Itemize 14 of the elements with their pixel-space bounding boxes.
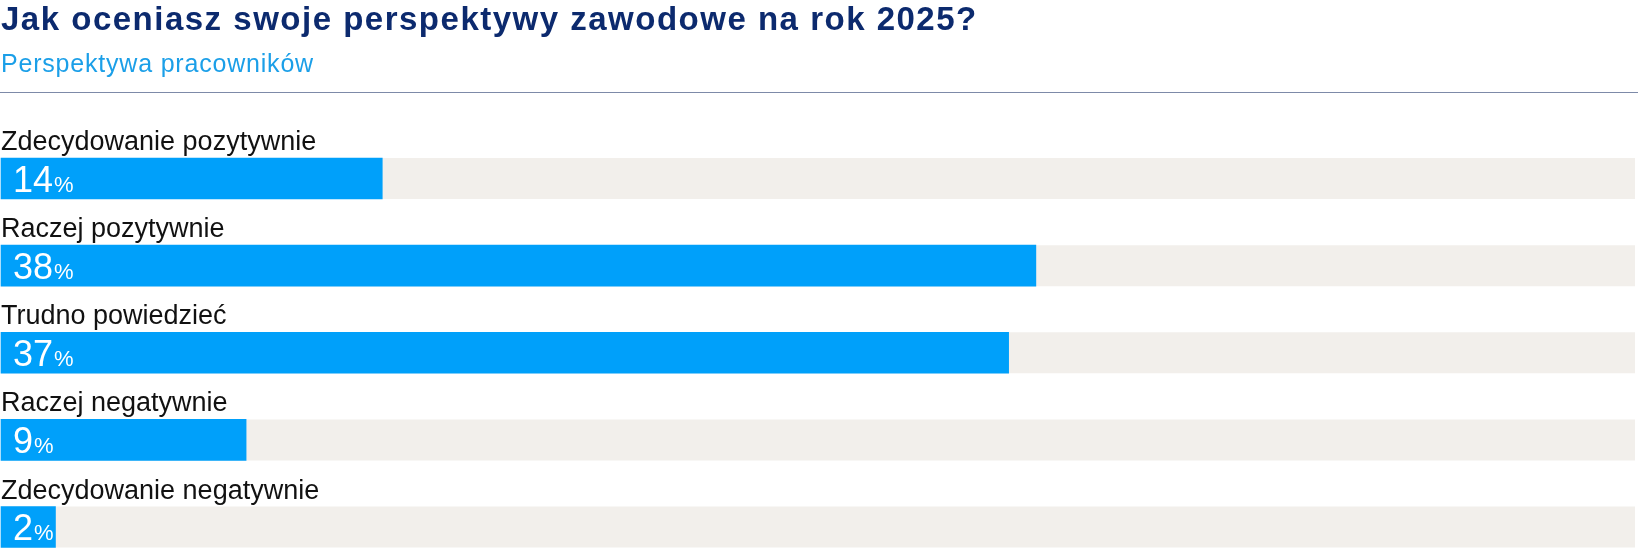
bar [0,419,247,461]
y-tick-label: Zdecydowanie negatywnie [1,474,320,505]
y-tick-label: Zdecydowanie pozytywnie [1,126,317,156]
y-tick-label: Trudno powiedzieć [1,300,227,331]
y-tick-label: Raczej negatywnie [1,387,228,418]
chart-subtitle: Perspektywa pracowników [1,49,314,77]
data-label: 38% [13,245,74,287]
data-label: 9% [13,419,54,461]
bar [0,157,383,200]
data-label: 14% [13,158,74,200]
y-tick-label: Raczej pozytywnie [1,213,225,244]
data-label: 37% [13,332,74,374]
data-label: 2% [13,507,54,548]
chart-title: Jak oceniasz swoje perspektywy zawodowe na rok 2025? [1,0,978,37]
